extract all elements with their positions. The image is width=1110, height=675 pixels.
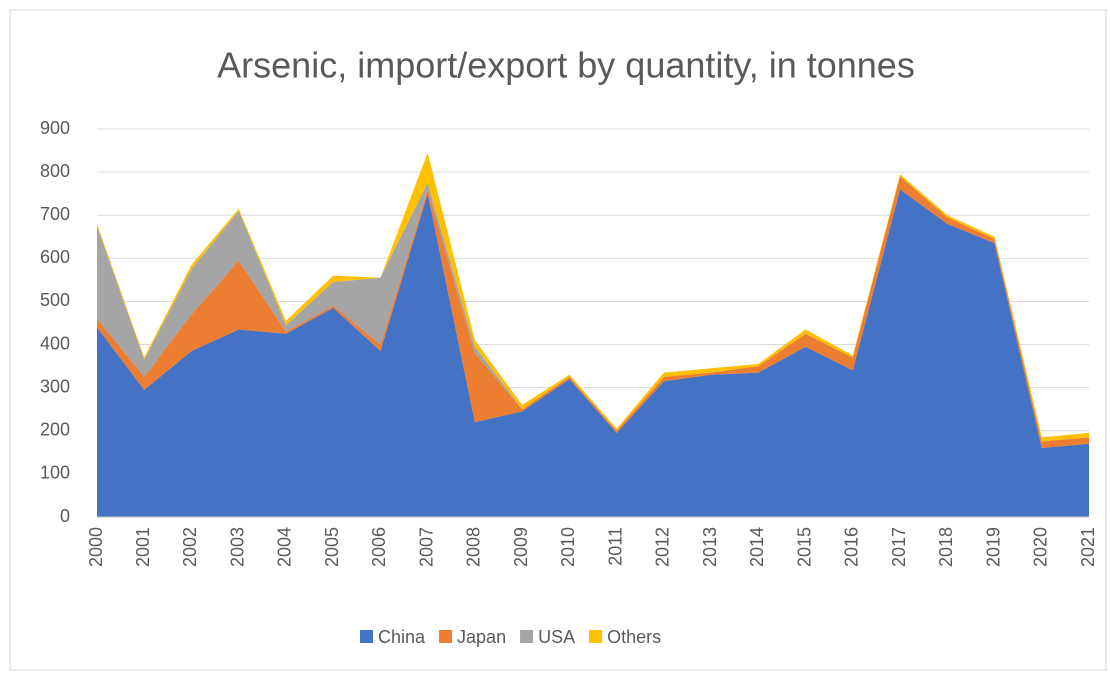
y-tick-label: 900 bbox=[40, 118, 70, 138]
legend-swatch bbox=[360, 630, 373, 643]
x-tick-label: 2015 bbox=[794, 527, 814, 567]
chart-title: Arsenic, import/export by quantity, in t… bbox=[217, 45, 915, 86]
area bbox=[97, 189, 1089, 517]
x-tick-label: 2012 bbox=[653, 527, 673, 567]
y-tick-label: 200 bbox=[40, 420, 70, 440]
legend-label: China bbox=[378, 627, 426, 647]
legend-swatch bbox=[520, 630, 534, 643]
y-tick-label: 800 bbox=[40, 161, 70, 181]
legend-label: Others bbox=[607, 627, 661, 647]
x-tick-label: 2008 bbox=[464, 527, 484, 567]
x-tick-label: 2007 bbox=[416, 527, 436, 567]
y-tick-label: 500 bbox=[40, 290, 70, 310]
x-tick-label: 2018 bbox=[936, 527, 956, 567]
x-tick-label: 2004 bbox=[275, 527, 295, 567]
x-tick-label: 2014 bbox=[747, 527, 767, 567]
x-tick-label: 2005 bbox=[322, 527, 342, 567]
x-tick-label: 2017 bbox=[889, 527, 909, 567]
x-tick-label: 2013 bbox=[700, 527, 720, 567]
y-tick-label: 100 bbox=[40, 463, 70, 483]
x-tick-label: 2020 bbox=[1031, 527, 1051, 567]
y-tick-label: 600 bbox=[40, 247, 70, 267]
x-tick-label: 2002 bbox=[180, 527, 200, 567]
x-tick-label: 2016 bbox=[842, 527, 862, 567]
x-tick-label: 2009 bbox=[511, 527, 531, 567]
legend-label: USA bbox=[538, 627, 575, 647]
x-tick-label: 2006 bbox=[369, 527, 389, 567]
x-tick-label: 2011 bbox=[605, 527, 625, 566]
x-tick-label: 2019 bbox=[983, 527, 1003, 567]
x-tick-label: 2010 bbox=[558, 527, 578, 567]
x-tick-label: 2001 bbox=[133, 527, 153, 567]
legend-label: Japan bbox=[457, 627, 506, 647]
y-tick-label: 400 bbox=[40, 333, 70, 353]
x-tick-label: 2000 bbox=[86, 527, 106, 567]
legend-swatch bbox=[439, 630, 453, 643]
y-tick-label: 0 bbox=[60, 506, 70, 526]
x-tick-label: 2021 bbox=[1078, 527, 1098, 567]
legend-swatch bbox=[589, 630, 603, 643]
y-tick-label: 700 bbox=[40, 204, 70, 224]
x-tick-label: 2003 bbox=[227, 527, 247, 567]
y-tick-label: 300 bbox=[40, 376, 70, 396]
